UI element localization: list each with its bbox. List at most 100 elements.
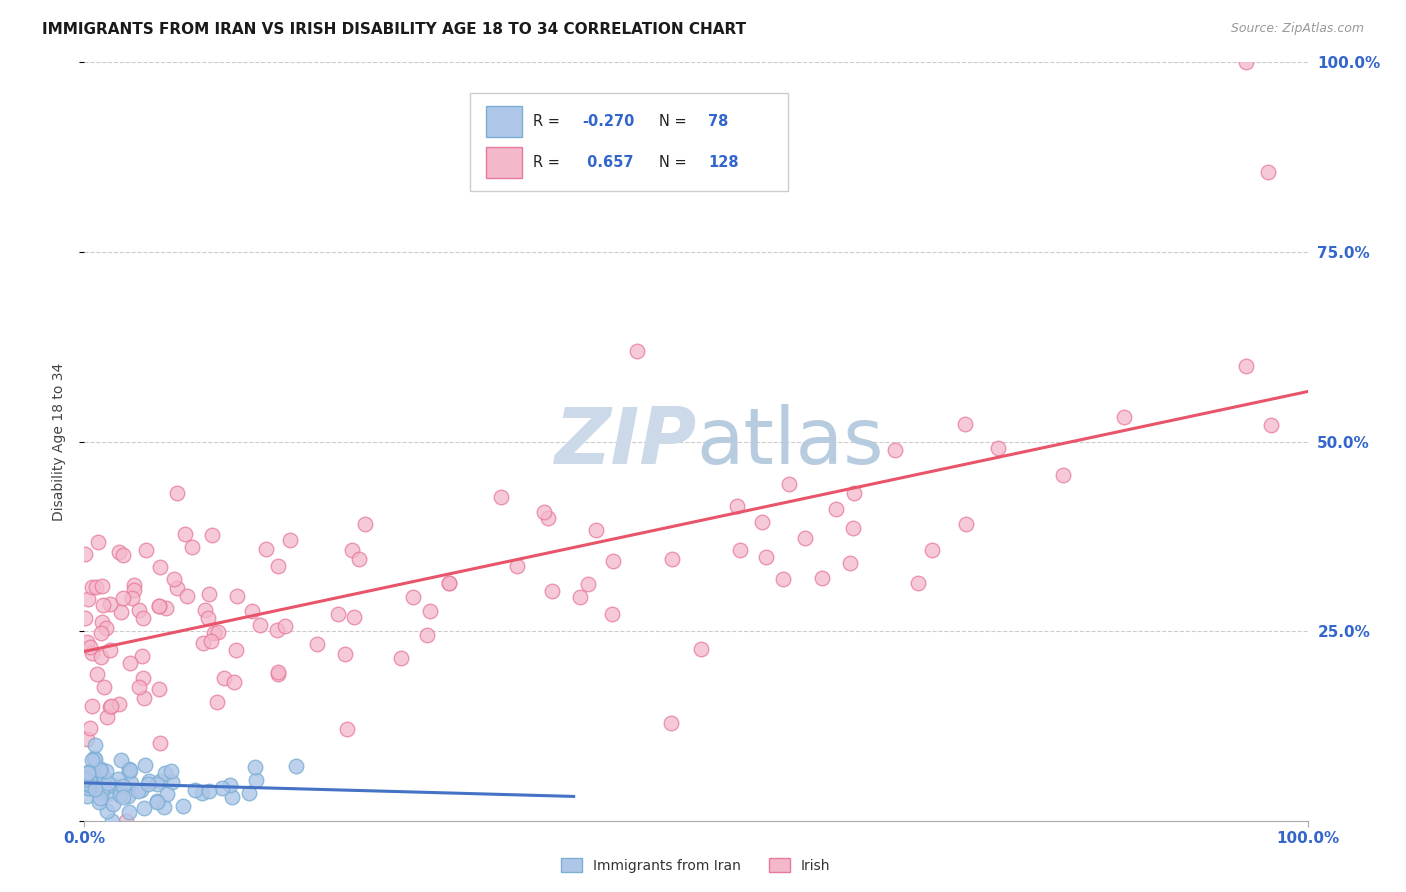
Point — [93, 770, 115, 784]
FancyBboxPatch shape — [485, 147, 522, 178]
Point — [90, 615, 112, 629]
Point — [883, 443, 905, 458]
Point — [83, 768, 105, 782]
Point — [107, 772, 129, 786]
Text: -0.270: -0.270 — [582, 114, 634, 129]
Point — [91, 785, 114, 799]
Point — [1114, 410, 1136, 425]
Point — [211, 780, 233, 795]
Point — [152, 800, 174, 814]
Point — [121, 591, 143, 605]
Point — [135, 543, 157, 558]
Point — [77, 764, 100, 779]
Point — [201, 528, 224, 542]
Point — [626, 343, 648, 358]
Point — [218, 778, 240, 792]
Point — [80, 778, 103, 792]
Point — [76, 780, 98, 795]
Point — [156, 788, 179, 802]
Point — [134, 758, 156, 772]
Point — [98, 699, 121, 714]
Point — [90, 579, 112, 593]
Text: atlas: atlas — [696, 403, 883, 480]
Point — [73, 772, 96, 786]
Point — [148, 599, 170, 613]
Point — [94, 764, 117, 778]
Point — [439, 576, 461, 591]
Point — [94, 621, 117, 635]
Point — [108, 544, 131, 558]
Point — [921, 543, 943, 558]
Point — [86, 666, 108, 681]
Point — [149, 559, 172, 574]
Point — [307, 637, 329, 651]
Point — [1260, 417, 1282, 432]
Point — [87, 535, 110, 549]
Point — [155, 601, 177, 615]
Point — [112, 548, 135, 562]
Text: 0.657: 0.657 — [582, 155, 634, 170]
Point — [245, 760, 267, 774]
Point — [132, 671, 155, 685]
Point — [90, 625, 112, 640]
Point — [266, 623, 288, 637]
Point — [1052, 467, 1074, 482]
Point — [689, 642, 711, 657]
Point — [80, 698, 103, 713]
Point — [84, 783, 107, 797]
Point — [75, 772, 97, 787]
Point — [240, 604, 263, 618]
Point — [122, 577, 145, 591]
Point — [163, 573, 186, 587]
Point — [96, 787, 118, 801]
Point — [181, 540, 204, 554]
Point — [160, 775, 183, 789]
Point — [76, 789, 98, 804]
Point — [127, 783, 149, 797]
Point — [159, 764, 181, 778]
Point — [274, 619, 297, 633]
Point — [111, 789, 134, 804]
Point — [183, 783, 205, 797]
Point — [285, 759, 308, 773]
Text: R =: R = — [533, 114, 565, 129]
Text: Source: ZipAtlas.com: Source: ZipAtlas.com — [1230, 22, 1364, 36]
Point — [120, 764, 142, 778]
Point — [772, 572, 794, 586]
Point — [987, 441, 1010, 455]
Text: 78: 78 — [709, 114, 728, 129]
Point — [80, 769, 103, 783]
Point — [108, 698, 131, 712]
Point — [402, 591, 425, 605]
Point — [136, 777, 159, 791]
Point — [661, 551, 683, 566]
Point — [117, 789, 139, 803]
Point — [225, 643, 247, 657]
Point — [149, 774, 172, 789]
Point — [155, 765, 177, 780]
Point — [131, 649, 153, 664]
Point — [84, 782, 107, 797]
Point — [1257, 165, 1279, 179]
FancyBboxPatch shape — [485, 106, 522, 136]
Point — [145, 794, 167, 808]
Point — [98, 643, 121, 657]
Point — [84, 752, 107, 766]
Point — [225, 589, 247, 603]
Point — [110, 753, 132, 767]
Point — [419, 604, 441, 618]
Point — [842, 521, 865, 535]
Point — [103, 779, 125, 793]
Point — [166, 486, 188, 500]
Point — [120, 657, 142, 671]
Point — [207, 625, 229, 640]
Point — [98, 597, 121, 611]
Point — [202, 626, 225, 640]
Point — [755, 549, 778, 564]
Text: N =: N = — [659, 114, 692, 129]
Point — [659, 715, 682, 730]
Point — [506, 558, 529, 573]
Text: 128: 128 — [709, 155, 738, 170]
Point — [91, 775, 114, 789]
Point — [198, 784, 221, 798]
